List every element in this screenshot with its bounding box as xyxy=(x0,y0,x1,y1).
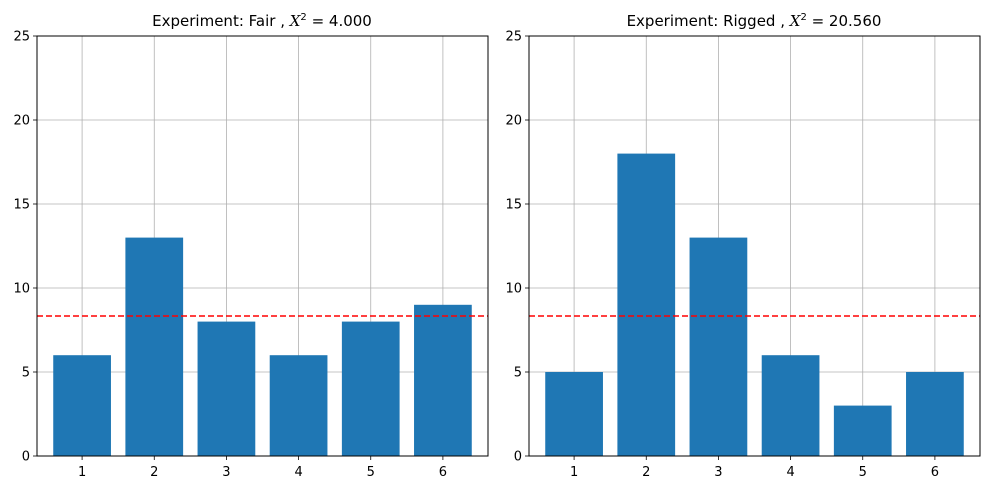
rigged-title-stat-value: = 20.560 xyxy=(807,12,882,30)
fair-x-tick-label: 3 xyxy=(222,465,230,480)
rigged-bar-5 xyxy=(834,406,892,456)
rigged-x-tick-label: 1 xyxy=(570,465,578,480)
fair-bar-3 xyxy=(198,322,256,456)
fair-title-prefix: Experiment: Fair , xyxy=(152,12,290,30)
fair-x-tick-label: 6 xyxy=(439,465,447,480)
fair-y-tick-label: 15 xyxy=(13,198,30,213)
fair-title-stat-value: = 4.000 xyxy=(307,12,372,30)
rigged-x-tick-label: 5 xyxy=(859,465,867,480)
fair-x-tick-label: 4 xyxy=(294,465,302,480)
fair-y-tick-label: 10 xyxy=(13,282,30,297)
rigged-x-tick-label: 3 xyxy=(714,465,722,480)
rigged-y-tick-label: 20 xyxy=(505,114,522,129)
rigged-y-tick-label: 5 xyxy=(514,366,522,381)
rigged-y-tick-label: 25 xyxy=(505,30,522,45)
rigged-x-tick-label: 2 xyxy=(642,465,650,480)
rigged-y-tick-label: 0 xyxy=(514,450,522,465)
rigged-y-tick-label: 10 xyxy=(505,282,522,297)
fair-bar-6 xyxy=(414,305,472,456)
fair-x-tick-label: 1 xyxy=(78,465,86,480)
fair-y-tick-label: 25 xyxy=(13,30,30,45)
rigged-bar-1 xyxy=(545,372,603,456)
fair-y-tick-label: 5 xyxy=(22,366,30,381)
fair-y-tick-label: 0 xyxy=(22,450,30,465)
fair-y-tick-label: 20 xyxy=(13,114,30,129)
rigged-chart-title: Experiment: Rigged , X2 = 20.560 xyxy=(627,12,882,30)
rigged-bar-2 xyxy=(617,154,675,456)
rigged-bar-3 xyxy=(690,238,748,456)
rigged-y-tick-label: 15 xyxy=(505,198,522,213)
rigged-title-prefix: Experiment: Rigged , xyxy=(627,12,790,30)
fair-x-tick-label: 2 xyxy=(150,465,158,480)
fair-bar-2 xyxy=(125,238,183,456)
rigged-bar-6 xyxy=(906,372,964,456)
rigged-bar-4 xyxy=(762,355,820,456)
fair-bar-1 xyxy=(53,355,111,456)
fair-chart-title: Experiment: Fair , X2 = 4.000 xyxy=(152,12,372,30)
fair-bar-5 xyxy=(342,322,400,456)
rigged-x-tick-label: 4 xyxy=(786,465,794,480)
rigged-x-tick-label: 6 xyxy=(931,465,939,480)
fair-x-tick-label: 5 xyxy=(367,465,375,480)
fair-bar-4 xyxy=(270,355,328,456)
